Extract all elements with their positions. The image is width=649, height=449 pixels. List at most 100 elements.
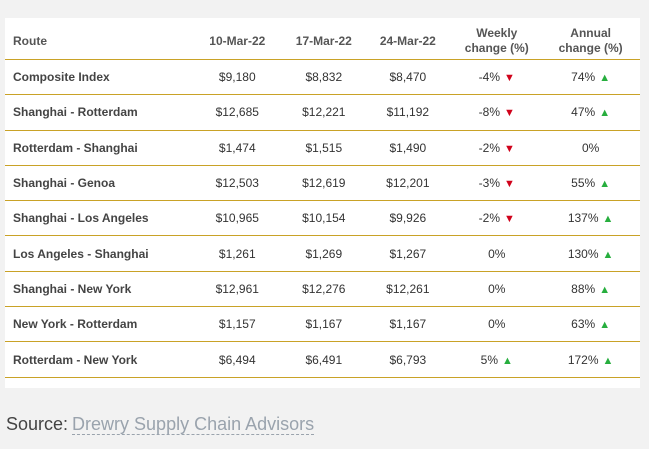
date-2-cell: $8,832 <box>284 59 364 96</box>
date-3-cell: $1,267 <box>363 235 453 272</box>
triangle-up-icon: ▲ <box>599 319 611 332</box>
weekly-change-cell: -3% ▼ <box>452 165 542 202</box>
triangle-down-icon: ▼ <box>504 107 515 120</box>
annual-change-cell: 172% ▲ <box>541 341 640 378</box>
date-1-cell: $12,961 <box>190 271 285 308</box>
weekly-change-cell: -2% ▼ <box>452 130 542 166</box>
header-annual-change: Annual change (%) <box>541 23 640 60</box>
triangle-down-icon: ▼ <box>504 72 515 85</box>
weekly-change-value: -8% <box>478 105 501 120</box>
header-weekly-change: Weekly change (%) <box>452 23 542 60</box>
date-1-cell: $6,494 <box>190 341 285 378</box>
date-3-cell: $9,926 <box>363 200 453 237</box>
weekly-change-value: 5% <box>480 352 499 367</box>
weekly-change-cell: -8% ▼ <box>452 94 542 131</box>
date-3-cell: $8,470 <box>363 59 453 96</box>
triangle-up-icon: ▲ <box>602 248 614 261</box>
route-cell: Los Angeles - Shanghai <box>5 235 191 272</box>
annual-change-value: 130% <box>567 246 599 261</box>
header-date-3: 24-Mar-22 <box>363 23 453 60</box>
date-1-cell: $9,180 <box>190 59 285 96</box>
route-cell: Composite Index <box>5 59 191 96</box>
weekly-change-value: 0% <box>488 246 506 261</box>
table-row: Shanghai - New York $12,961 $12,276 $12,261… <box>5 271 640 308</box>
triangle-up-icon: ▲ <box>599 178 611 191</box>
triangle-up-icon: ▲ <box>602 213 614 226</box>
annual-change-value: 63% <box>571 317 596 332</box>
date-2-cell: $10,154 <box>284 200 364 237</box>
header-date-2: 17-Mar-22 <box>284 23 364 60</box>
annual-change-cell: 130% ▲ <box>541 235 640 272</box>
date-1-cell: $1,157 <box>190 306 285 343</box>
date-1-cell: $1,474 <box>190 130 285 166</box>
header-date-1: 10-Mar-22 <box>190 23 285 60</box>
source-link[interactable]: Drewry Supply Chain Advisors <box>72 414 315 435</box>
date-3-cell: $6,793 <box>363 341 453 378</box>
triangle-up-icon: ▲ <box>599 283 611 296</box>
table-row: Los Angeles - Shanghai $1,261 $1,269 $1,267… <box>5 235 640 272</box>
freight-rates-table: Route 10-Mar-22 17-Mar-22 24-Mar-22 Week… <box>5 23 640 378</box>
date-3-cell: $1,490 <box>363 130 453 166</box>
route-cell: Shanghai - Rotterdam <box>5 94 191 131</box>
triangle-up-icon: ▲ <box>502 354 513 367</box>
weekly-change-cell: -4% ▼ <box>452 59 542 96</box>
table-row: Composite Index $9,180 $8,832 $8,470 -4% ▼ 74%… <box>5 59 640 96</box>
date-2-cell: $12,221 <box>284 94 364 131</box>
weekly-change-value: -2% <box>478 140 501 155</box>
table-row: Rotterdam - New York $6,494 $6,491 $6,793 5%… <box>5 341 640 378</box>
date-3-cell: $1,167 <box>363 306 453 343</box>
weekly-change-value: -4% <box>478 70 501 85</box>
triangle-down-icon: ▼ <box>504 142 515 155</box>
annual-change-cell: 137% ▲ <box>541 200 640 237</box>
source-prefix: Source: <box>6 414 69 434</box>
date-3-cell: $12,201 <box>363 165 453 202</box>
annual-change-value: 55% <box>571 176 596 191</box>
annual-change-cell: 0% <box>541 130 640 166</box>
annual-change-value: 74% <box>571 70 596 85</box>
annual-change-value: 137% <box>567 211 599 226</box>
triangle-up-icon: ▲ <box>602 354 614 367</box>
date-2-cell: $1,515 <box>284 130 364 166</box>
route-cell: Shanghai - New York <box>5 271 191 308</box>
weekly-change-value: 0% <box>488 281 506 296</box>
annual-change-cell: 47% ▲ <box>541 94 640 131</box>
weekly-change-value: -3% <box>478 176 501 191</box>
route-cell: Shanghai - Los Angeles <box>5 200 191 237</box>
route-cell: New York - Rotterdam <box>5 306 191 343</box>
annual-change-value: 88% <box>571 281 596 296</box>
table-row: Shanghai - Los Angeles $10,965 $10,154 $9,9… <box>5 200 640 237</box>
annual-change-cell: 74% ▲ <box>541 59 640 96</box>
annual-change-value: 47% <box>571 105 596 120</box>
date-2-cell: $1,269 <box>284 235 364 272</box>
route-cell: Shanghai - Genoa <box>5 165 191 202</box>
weekly-change-cell: 5% ▲ <box>452 341 542 378</box>
rates-table-card: Route 10-Mar-22 17-Mar-22 24-Mar-22 Week… <box>5 18 640 388</box>
header-route: Route <box>5 23 191 60</box>
date-2-cell: $12,276 <box>284 271 364 308</box>
annual-change-value: 172% <box>567 352 599 367</box>
date-2-cell: $1,167 <box>284 306 364 343</box>
date-2-cell: $12,619 <box>284 165 364 202</box>
triangle-down-icon: ▼ <box>504 178 515 191</box>
source-line: Source: Drewry Supply Chain Advisors <box>6 414 315 435</box>
weekly-change-value: 0% <box>488 317 506 332</box>
weekly-change-cell: 0% <box>452 271 542 308</box>
weekly-change-cell: -2% ▼ <box>452 200 542 237</box>
triangle-down-icon: ▼ <box>504 213 515 226</box>
table-row: Shanghai - Rotterdam $12,685 $12,221 $11,19… <box>5 94 640 131</box>
date-1-cell: $12,503 <box>190 165 285 202</box>
route-cell: Rotterdam - New York <box>5 341 191 378</box>
table-row: Rotterdam - Shanghai $1,474 $1,515 $1,490 -2… <box>5 130 640 166</box>
date-1-cell: $10,965 <box>190 200 285 237</box>
annual-change-cell: 88% ▲ <box>541 271 640 308</box>
header-annual-line2: change (%) <box>558 41 623 55</box>
annual-change-value: 0% <box>581 140 600 155</box>
header-weekly-line1: Weekly <box>476 26 518 40</box>
weekly-change-value: -2% <box>478 211 501 226</box>
date-3-cell: $11,192 <box>363 94 453 131</box>
header-annual-line1: Annual <box>570 26 611 40</box>
weekly-change-cell: 0% <box>452 235 542 272</box>
table-row: New York - Rotterdam $1,157 $1,167 $1,167 0%… <box>5 306 640 343</box>
date-3-cell: $12,261 <box>363 271 453 308</box>
header-weekly-line2: change (%) <box>464 41 529 55</box>
